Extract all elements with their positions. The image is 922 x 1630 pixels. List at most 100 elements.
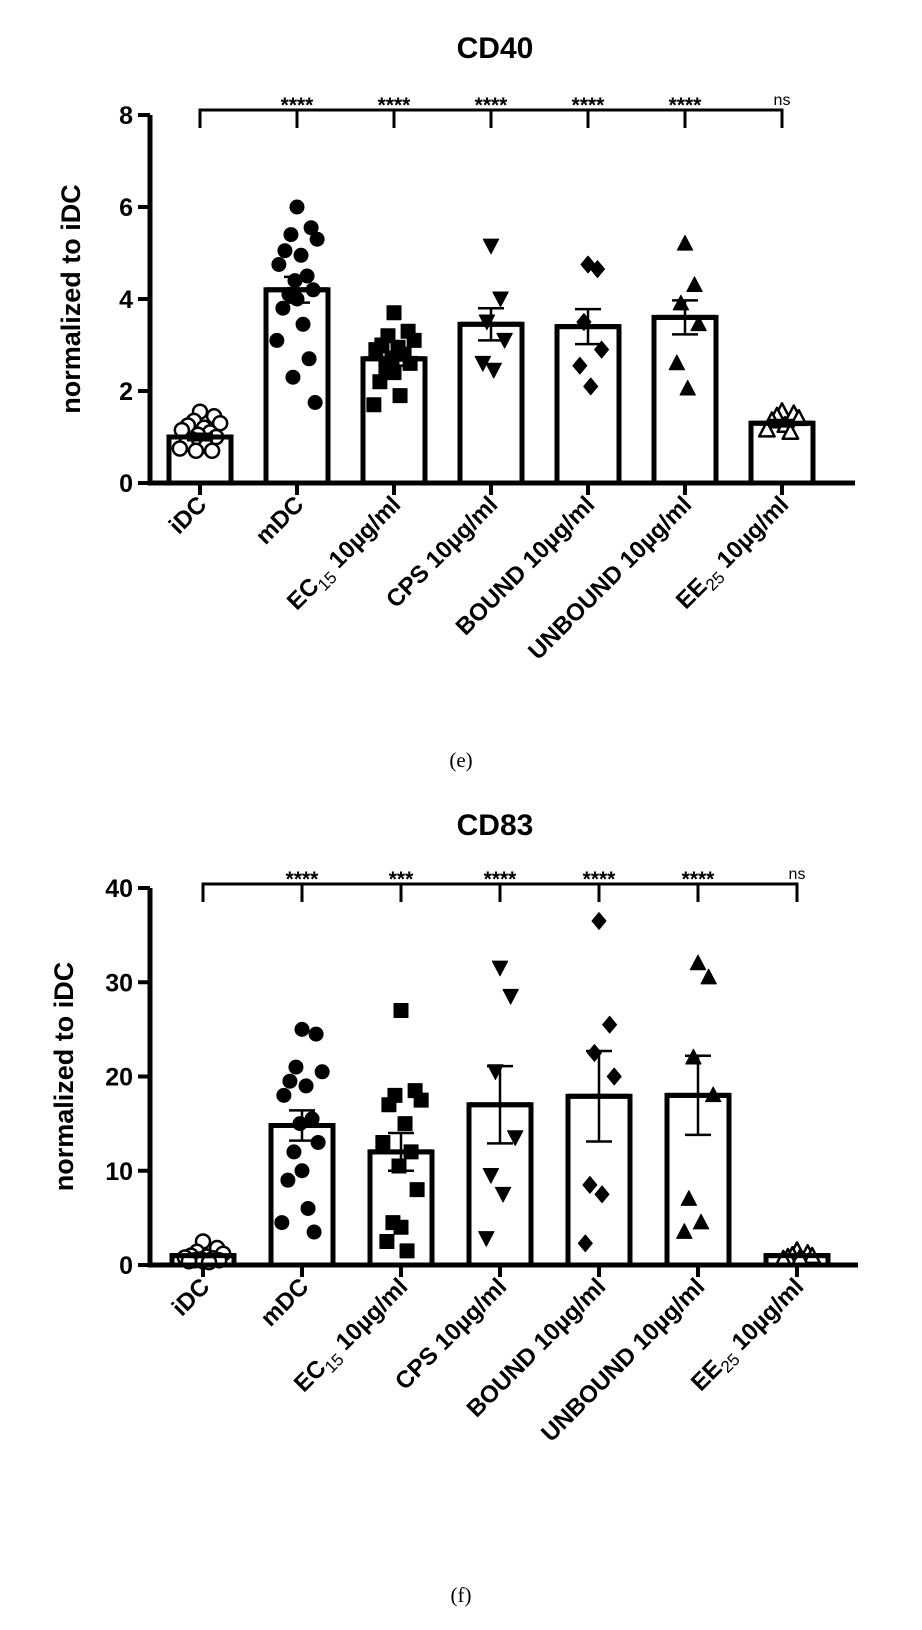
x-tick-label-suffix: 10µg/ml xyxy=(707,491,794,578)
data-point xyxy=(680,1190,698,1206)
data-point xyxy=(306,1224,322,1240)
data-point xyxy=(485,362,502,379)
data-point xyxy=(269,332,285,348)
data-point xyxy=(307,395,323,410)
bar xyxy=(263,287,331,486)
data-point xyxy=(491,960,509,977)
y-axis-label: normalized to iDC xyxy=(56,184,86,414)
data-point xyxy=(293,247,309,263)
data-point xyxy=(606,1067,622,1086)
significance-label: *** xyxy=(389,868,414,891)
data-point xyxy=(397,1116,413,1132)
data-point xyxy=(582,1175,598,1194)
x-tick-label: iDC xyxy=(167,1273,215,1321)
data-point xyxy=(294,1163,310,1179)
x-tick-label-main: iDC xyxy=(164,491,212,539)
data-point xyxy=(676,234,694,251)
data-point xyxy=(591,912,607,930)
panel-label: (f) xyxy=(451,1583,472,1607)
data-point xyxy=(492,291,509,308)
data-point xyxy=(757,420,776,438)
x-tick-label: mDC xyxy=(256,1273,315,1332)
data-point xyxy=(203,442,221,460)
data-point xyxy=(494,1186,512,1203)
x-tick-label: UNBOUND 10µg/ml xyxy=(523,491,697,665)
x-tick-label-main: UNBOUND 10µg/ml xyxy=(536,1273,710,1447)
data-point xyxy=(409,1182,425,1198)
data-point xyxy=(580,255,596,274)
data-point xyxy=(295,316,311,332)
data-point xyxy=(308,1026,324,1042)
chart-title: CD40 xyxy=(457,32,534,65)
data-point xyxy=(285,369,301,385)
significance-label: **** xyxy=(281,94,315,117)
x-tick-label-main: iDC xyxy=(167,1273,215,1321)
data-point xyxy=(690,315,707,332)
data-point xyxy=(289,199,305,215)
data-point xyxy=(280,1172,296,1188)
data-point xyxy=(386,365,402,381)
data-point xyxy=(298,1078,314,1094)
significance-label: **** xyxy=(682,868,716,891)
significance-label: ns xyxy=(774,92,791,109)
data-point xyxy=(399,1243,415,1259)
data-point xyxy=(300,1200,316,1216)
data-point xyxy=(686,276,703,292)
y-tick-label: 2 xyxy=(119,378,133,406)
significance-label: **** xyxy=(286,868,320,891)
y-tick-label: 6 xyxy=(119,194,133,222)
x-tick-label: UNBOUND 10µg/ml xyxy=(536,1273,710,1447)
data-point xyxy=(171,440,189,457)
x-tick-label-main: mDC xyxy=(251,491,310,550)
data-point xyxy=(393,1219,409,1235)
data-point xyxy=(288,1059,304,1075)
data-point xyxy=(393,1003,409,1019)
x-tick-label: iDC xyxy=(164,491,212,539)
significance-label: **** xyxy=(475,94,509,117)
data-point xyxy=(381,1097,397,1113)
data-point xyxy=(478,1231,495,1247)
data-point xyxy=(507,1130,524,1146)
y-tick-label: 10 xyxy=(105,1158,133,1186)
data-point xyxy=(577,1234,593,1253)
x-tick-label-main: mDC xyxy=(256,1273,315,1332)
x-tick-label-suffix: 10µg/ml xyxy=(722,1273,809,1360)
y-tick-label: 40 xyxy=(105,875,133,903)
panel-label: (e) xyxy=(449,748,472,772)
significance-label: **** xyxy=(572,94,606,117)
bar xyxy=(457,321,525,486)
data-point xyxy=(294,1021,310,1037)
bar xyxy=(554,324,622,486)
data-point xyxy=(392,388,408,404)
data-point xyxy=(314,1064,330,1080)
data-point xyxy=(572,356,588,375)
data-point xyxy=(386,305,402,321)
y-tick-label: 0 xyxy=(119,1252,133,1280)
data-point xyxy=(368,342,384,358)
data-point xyxy=(406,332,422,348)
data-point xyxy=(283,227,299,243)
data-point xyxy=(303,220,319,236)
data-point xyxy=(590,260,606,278)
data-point xyxy=(275,300,291,316)
data-point xyxy=(310,1134,326,1150)
data-point xyxy=(672,294,690,311)
significance-label: **** xyxy=(669,94,703,117)
data-point xyxy=(372,374,388,390)
data-point xyxy=(594,340,610,359)
data-point xyxy=(594,1185,610,1204)
data-point xyxy=(482,238,500,255)
data-point xyxy=(692,1213,710,1230)
significance-label: **** xyxy=(378,94,412,117)
x-tick-label-main: UNBOUND 10µg/ml xyxy=(523,491,697,665)
data-point xyxy=(309,231,325,247)
data-point xyxy=(379,1233,395,1249)
data-point xyxy=(187,442,205,460)
data-point xyxy=(502,988,519,1005)
y-axis-label: normalized to iDC xyxy=(49,962,79,1192)
data-point xyxy=(676,1223,693,1239)
data-point xyxy=(301,351,317,367)
